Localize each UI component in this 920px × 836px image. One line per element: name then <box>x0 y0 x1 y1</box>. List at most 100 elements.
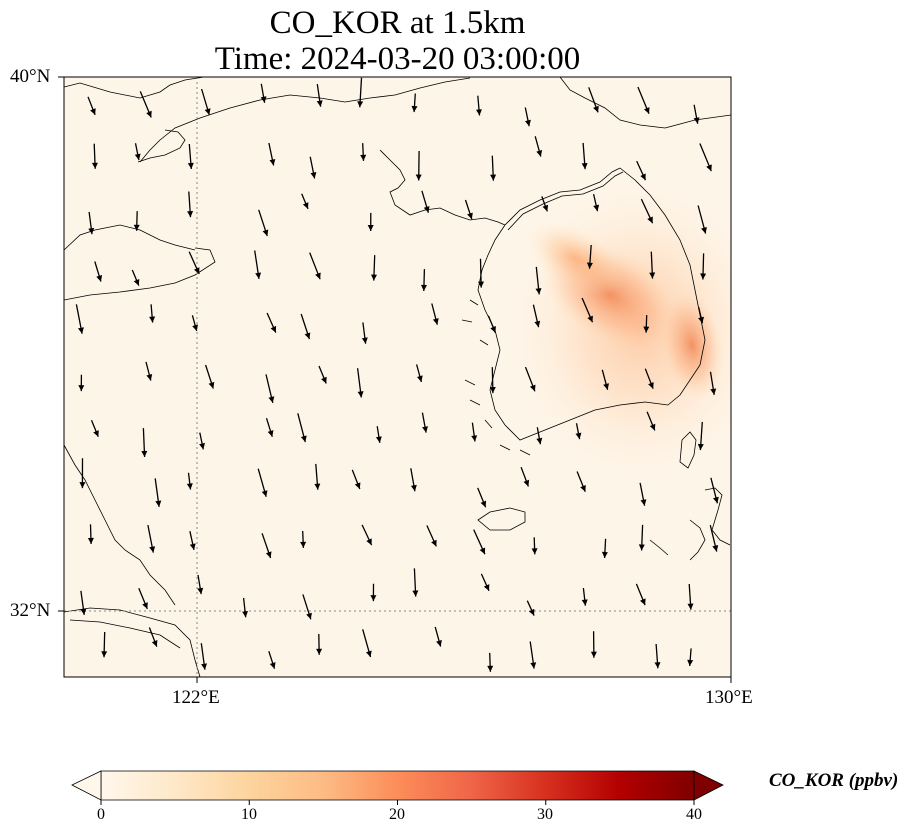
korea-north-border2 <box>507 171 624 231</box>
wind-arrow <box>535 266 542 295</box>
wind-arrow <box>141 428 148 458</box>
wind-arrow <box>636 160 647 181</box>
wind-vectors <box>75 77 719 672</box>
wind-arrow <box>421 412 428 433</box>
wind-arrow <box>576 471 586 492</box>
wind-arrow <box>575 423 582 440</box>
shandong-north <box>64 224 196 251</box>
wind-arrow <box>87 524 94 545</box>
wind-arrow <box>687 648 694 667</box>
wind-arrow <box>254 250 262 279</box>
gridlines <box>64 77 731 677</box>
wind-arrow <box>187 143 194 170</box>
wind-arrow <box>138 588 148 610</box>
wind-arrow <box>536 427 543 445</box>
wind-arrow <box>301 193 309 210</box>
wind-arrow <box>314 463 321 490</box>
wind-arrow <box>687 583 694 610</box>
wind-arrow <box>697 421 704 451</box>
yangtze-bank <box>69 619 181 649</box>
wind-arrow <box>464 199 473 220</box>
wind-arrow <box>415 150 422 181</box>
wind-arrow <box>265 374 275 404</box>
wind-arrow <box>638 524 645 551</box>
wind-arrow <box>635 583 646 606</box>
wind-arrow <box>199 432 205 450</box>
wind-arrow <box>260 83 267 103</box>
jeju-island <box>477 507 526 531</box>
wind-arrow <box>697 205 707 234</box>
wind-arrow <box>412 568 419 597</box>
map-frame <box>63 76 732 678</box>
wind-arrow <box>524 107 531 127</box>
wind-arrow <box>360 143 367 161</box>
wind-arrow <box>149 304 156 323</box>
wind-arrow <box>134 143 141 161</box>
wind-arrow <box>302 594 312 620</box>
wind-arrow <box>410 468 417 492</box>
wind-arrow <box>139 91 152 118</box>
wind-arrow <box>649 251 656 279</box>
wind-arrow <box>79 458 86 489</box>
wind-arrow <box>266 312 277 333</box>
wind-arrow <box>351 469 361 490</box>
wind-arrow <box>367 212 374 232</box>
wind-arrow <box>197 574 204 595</box>
wind-arrow <box>709 525 719 552</box>
wind-arrow <box>700 253 707 280</box>
wind-arrow <box>94 261 103 282</box>
wind-arrow <box>477 487 487 508</box>
wind-arrow <box>411 93 418 113</box>
wind-arrow <box>309 252 321 280</box>
yangtze-mouth <box>64 607 201 677</box>
liaodong-tip <box>137 129 186 163</box>
axis-ticks <box>58 76 732 683</box>
wind-arrow <box>487 315 497 333</box>
co-plume <box>510 180 731 480</box>
wind-arrow <box>257 468 268 497</box>
wind-arrow <box>258 209 269 237</box>
china-coast-east <box>64 444 176 606</box>
japan-coast <box>559 77 731 129</box>
wind-arrow <box>534 136 543 157</box>
wind-arrow <box>361 322 368 344</box>
wind-arrow <box>698 307 704 324</box>
wind-arrow <box>261 533 272 559</box>
wind-arrow <box>268 142 276 166</box>
wind-arrow <box>189 531 196 551</box>
wind-arrow <box>586 244 593 269</box>
lat-tick-label-32: 32°N <box>10 600 51 621</box>
wind-arrow <box>200 88 211 116</box>
wind-arrow <box>90 419 99 438</box>
coastlines <box>64 77 731 677</box>
wind-arrow <box>710 477 719 504</box>
wind-arrow <box>186 472 193 490</box>
colorbar-tick-label: 10 <box>241 806 257 823</box>
colorbar <box>71 770 724 805</box>
wind-arrow <box>187 191 194 218</box>
wind-arrow <box>524 366 536 392</box>
wind-arrow <box>473 529 486 555</box>
wind-arrow <box>316 633 323 655</box>
colorbar-tick-label: 40 <box>686 806 702 823</box>
wind-arrow <box>541 196 549 212</box>
colorbar-min-extension <box>71 770 102 801</box>
wind-arrow <box>357 77 364 108</box>
wind-arrow <box>200 643 207 670</box>
wind-arrow <box>88 211 95 235</box>
wind-arrow <box>133 211 140 231</box>
wind-arrow <box>581 142 588 170</box>
shandong-peninsula <box>64 247 216 301</box>
wind-arrow <box>91 143 98 169</box>
colorbar-body <box>100 770 695 801</box>
wind-arrow <box>191 315 198 332</box>
map-timestamp: Time: 2024-03-20 03:00:00 <box>214 41 581 77</box>
wind-arrow <box>532 304 541 328</box>
wind-arrow <box>78 374 85 392</box>
wind-arrow <box>356 368 364 398</box>
lon-tick-label-122: 122°E <box>172 687 220 708</box>
wind-arrow <box>590 631 597 658</box>
wind-arrow <box>529 641 537 669</box>
wind-arrow <box>309 156 317 179</box>
